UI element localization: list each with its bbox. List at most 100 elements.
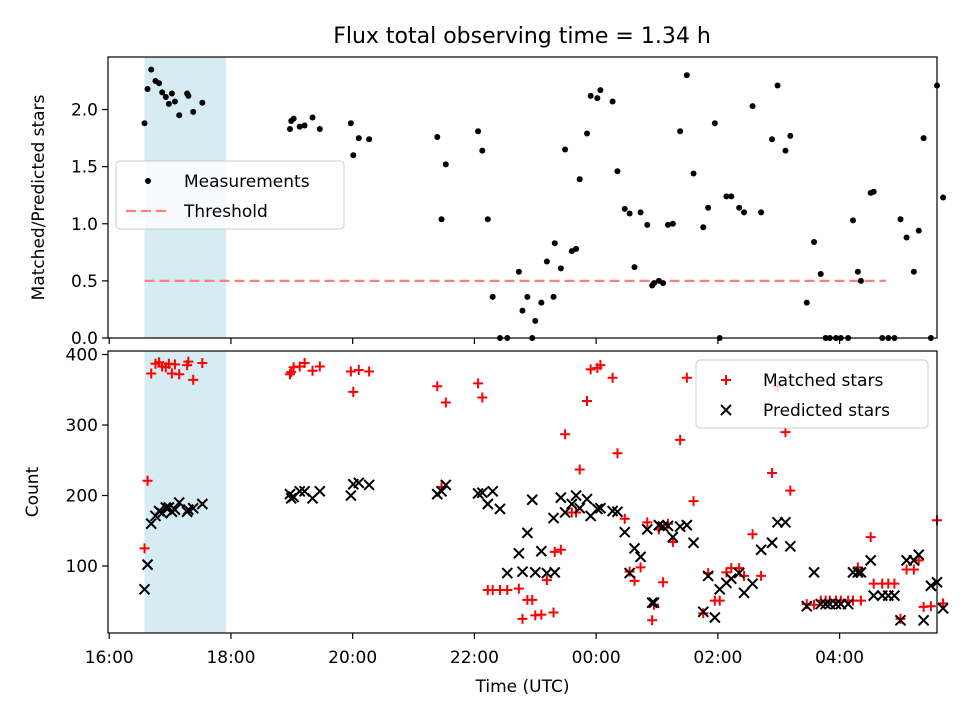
data-point [549,546,560,557]
data-point [910,268,917,275]
data-point [541,575,552,586]
data-point [690,170,697,177]
data-point [808,566,820,579]
data-point [521,527,534,539]
data-point [576,176,583,183]
data-point [817,271,824,278]
data-point [555,544,566,555]
data-point [290,115,297,122]
data-point [347,120,354,127]
data-point [168,90,175,97]
data-point [366,136,373,143]
data-point [702,570,714,582]
data-point [146,368,157,379]
data-point [749,103,756,110]
legend-label: Predicted stars [763,401,890,421]
y-tick-label: 200 [66,487,98,507]
data-point [683,72,690,79]
data-point [139,543,150,554]
data-point [769,136,776,143]
data-point [658,577,669,588]
axes-frame [107,350,938,634]
data-point [677,128,684,135]
data-point [819,598,832,610]
data-point [631,264,638,271]
data-point [619,513,630,524]
data-point [475,128,482,135]
data-point [591,503,604,515]
data-point [309,114,316,121]
legend-label: Threshold [183,202,268,222]
legend-marker-measurements [145,178,151,184]
data-point [482,498,494,510]
data-point [529,566,541,579]
data-point [472,487,484,500]
data-point [669,220,676,227]
data-point [664,221,671,228]
data-point [852,566,864,579]
data-point [284,369,295,380]
legend-frame [695,359,929,429]
data-point [736,204,743,211]
data-point [855,595,866,606]
data-point [815,598,827,610]
data-point [486,485,499,498]
data-point [296,123,303,130]
data-point [650,280,657,287]
data-point [353,477,365,489]
data-point [440,479,452,491]
data-point [570,489,582,502]
data-point [176,112,183,119]
data-point [484,216,491,223]
x-tick-label: 04:00 [815,648,864,668]
data-point [619,526,631,538]
data-point [515,268,522,275]
data-point [489,293,496,300]
data-point [345,489,357,502]
data-point [581,493,593,505]
data-point [626,210,633,217]
data-point [440,397,451,408]
data-point [705,204,712,211]
data-point [585,364,596,375]
data-point [555,491,567,504]
data-point [473,378,484,389]
data-point [548,607,559,618]
data-point [642,517,653,528]
data-point [864,554,877,567]
data-point [637,209,644,216]
data-point [648,596,660,609]
top-panel: 0.0 0.5 1.0 1.5 2.0 Matched/Predicted stars Me… [29,56,947,349]
data-point [432,381,443,392]
data-point [479,147,486,154]
y-tick-label: 1.5 [71,158,98,178]
data-point [566,498,578,510]
data-point [868,578,879,589]
data-point [855,566,867,579]
data-point [662,520,674,532]
data-point [854,268,861,275]
data-point [784,540,797,552]
data-point [908,564,919,575]
axes-frame [107,56,938,339]
data-point [353,365,364,376]
data-point [811,239,818,246]
data-point [573,245,580,252]
x-tick-label: 20:00 [328,648,377,668]
data-point [681,519,693,531]
data-point [594,502,607,514]
data-point [782,147,789,154]
data-point [550,293,557,300]
data-point [913,555,924,566]
data-point [614,168,621,175]
data-point [348,386,359,397]
data-point [501,567,513,579]
data-point [628,542,641,555]
data-point [502,584,513,595]
data-point [870,188,877,195]
data-point [741,209,748,216]
data-point [141,120,148,127]
data-point [138,583,151,595]
data-point [536,609,547,620]
x-tick-label: 22:00 [450,648,499,668]
